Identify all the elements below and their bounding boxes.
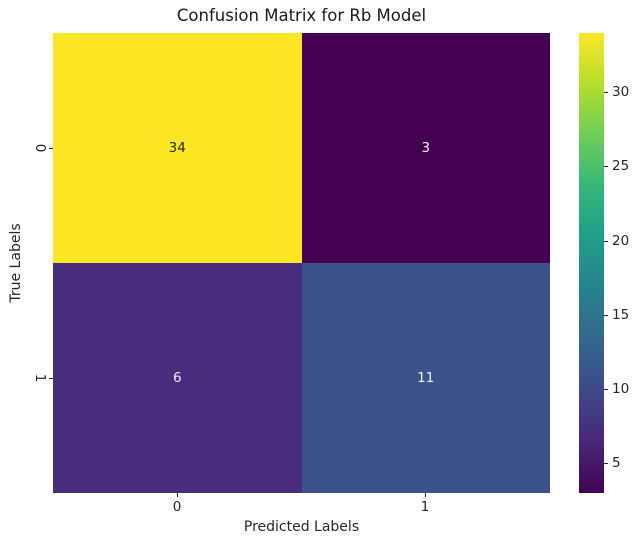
colorbar-tick-mark-5 <box>604 463 608 464</box>
colorbar-tick-mark-10 <box>604 389 608 390</box>
colorbar-tick-label-20: 20 <box>612 233 630 249</box>
colorbar-tick-label-10: 10 <box>612 381 630 397</box>
colorbar-tick-mark-20 <box>604 241 608 242</box>
colorbar-tick-label-30: 30 <box>612 84 630 100</box>
heatmap-cell-true1-pred0: 6 <box>53 263 302 493</box>
heatmap: 34 3 6 11 <box>53 33 550 493</box>
colorbar-gradient <box>579 33 604 493</box>
colorbar-tick-label-25: 25 <box>612 158 630 174</box>
heatmap-cell-true0-pred1: 3 <box>301 33 550 263</box>
y-tick-label-1: 1 <box>32 373 48 383</box>
chart-title: Confusion Matrix for Rb Model <box>176 6 427 25</box>
colorbar-tick-label-5: 5 <box>612 455 621 471</box>
colorbar-tick-label-15: 15 <box>612 307 630 323</box>
y-tick-mark-1 <box>49 378 53 379</box>
colorbar-tick-mark-25 <box>604 166 608 167</box>
x-tick-label-1: 1 <box>420 499 430 515</box>
heatmap-cell-true1-pred1: 11 <box>301 263 550 493</box>
x-tick-mark-0 <box>177 493 178 497</box>
heatmap-cell-true0-pred0: 34 <box>53 33 302 263</box>
x-tick-label-0: 0 <box>172 499 182 515</box>
colorbar-tick-mark-30 <box>604 92 608 93</box>
colorbar-tick-mark-15 <box>604 315 608 316</box>
x-tick-mark-1 <box>425 493 426 497</box>
y-tick-mark-0 <box>49 148 53 149</box>
x-axis-label: Predicted Labels <box>243 519 360 535</box>
y-tick-label-0: 0 <box>32 143 48 153</box>
y-axis-label: True Labels <box>8 223 24 303</box>
